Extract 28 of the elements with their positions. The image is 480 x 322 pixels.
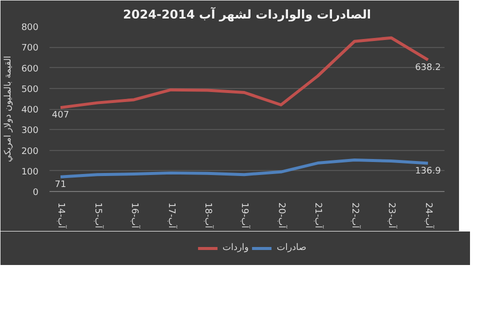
y-tick-label: 200 <box>21 146 39 157</box>
y-tick-label: 400 <box>21 106 39 116</box>
x-tick-label: آب-14 <box>56 202 68 229</box>
x-tick-label: آب-16 <box>129 202 142 229</box>
x-tick-label: آب-15 <box>92 202 104 229</box>
y-tick-label: 300 <box>21 126 39 136</box>
x-tick-label: آب-21 <box>312 202 325 229</box>
y-tick-label: 100 <box>21 167 39 178</box>
y-tick-label: 500 <box>21 84 39 95</box>
y-axis-title: القيمة بالمليون دولار امريكي <box>3 56 14 162</box>
y-tick-label: 700 <box>21 44 39 54</box>
legend-label: واردات <box>222 243 249 253</box>
data-label: 638.2 <box>415 62 441 73</box>
x-tick-label: آب-24 <box>422 202 435 229</box>
y-tick-label: 0 <box>32 188 39 198</box>
x-tick-label: آب-17 <box>166 202 178 229</box>
legend-label: صادرات <box>276 243 306 253</box>
y-tick-label: 800 <box>21 23 39 33</box>
x-tick-label: آب-22 <box>349 202 362 229</box>
x-tick-label: آب-18 <box>202 202 214 229</box>
y-tick-label: 600 <box>21 64 39 74</box>
data-label: 407 <box>52 110 70 121</box>
x-tick-label: آب-19 <box>239 202 252 229</box>
x-tick-label: آب-23 <box>386 202 398 229</box>
x-tick-label: آب-20 <box>276 202 288 229</box>
data-label: 136.9 <box>415 166 442 176</box>
data-label: 71 <box>54 180 66 190</box>
chart-title: الصادرات والواردات لشهر آب 2014-2024 <box>123 6 371 22</box>
